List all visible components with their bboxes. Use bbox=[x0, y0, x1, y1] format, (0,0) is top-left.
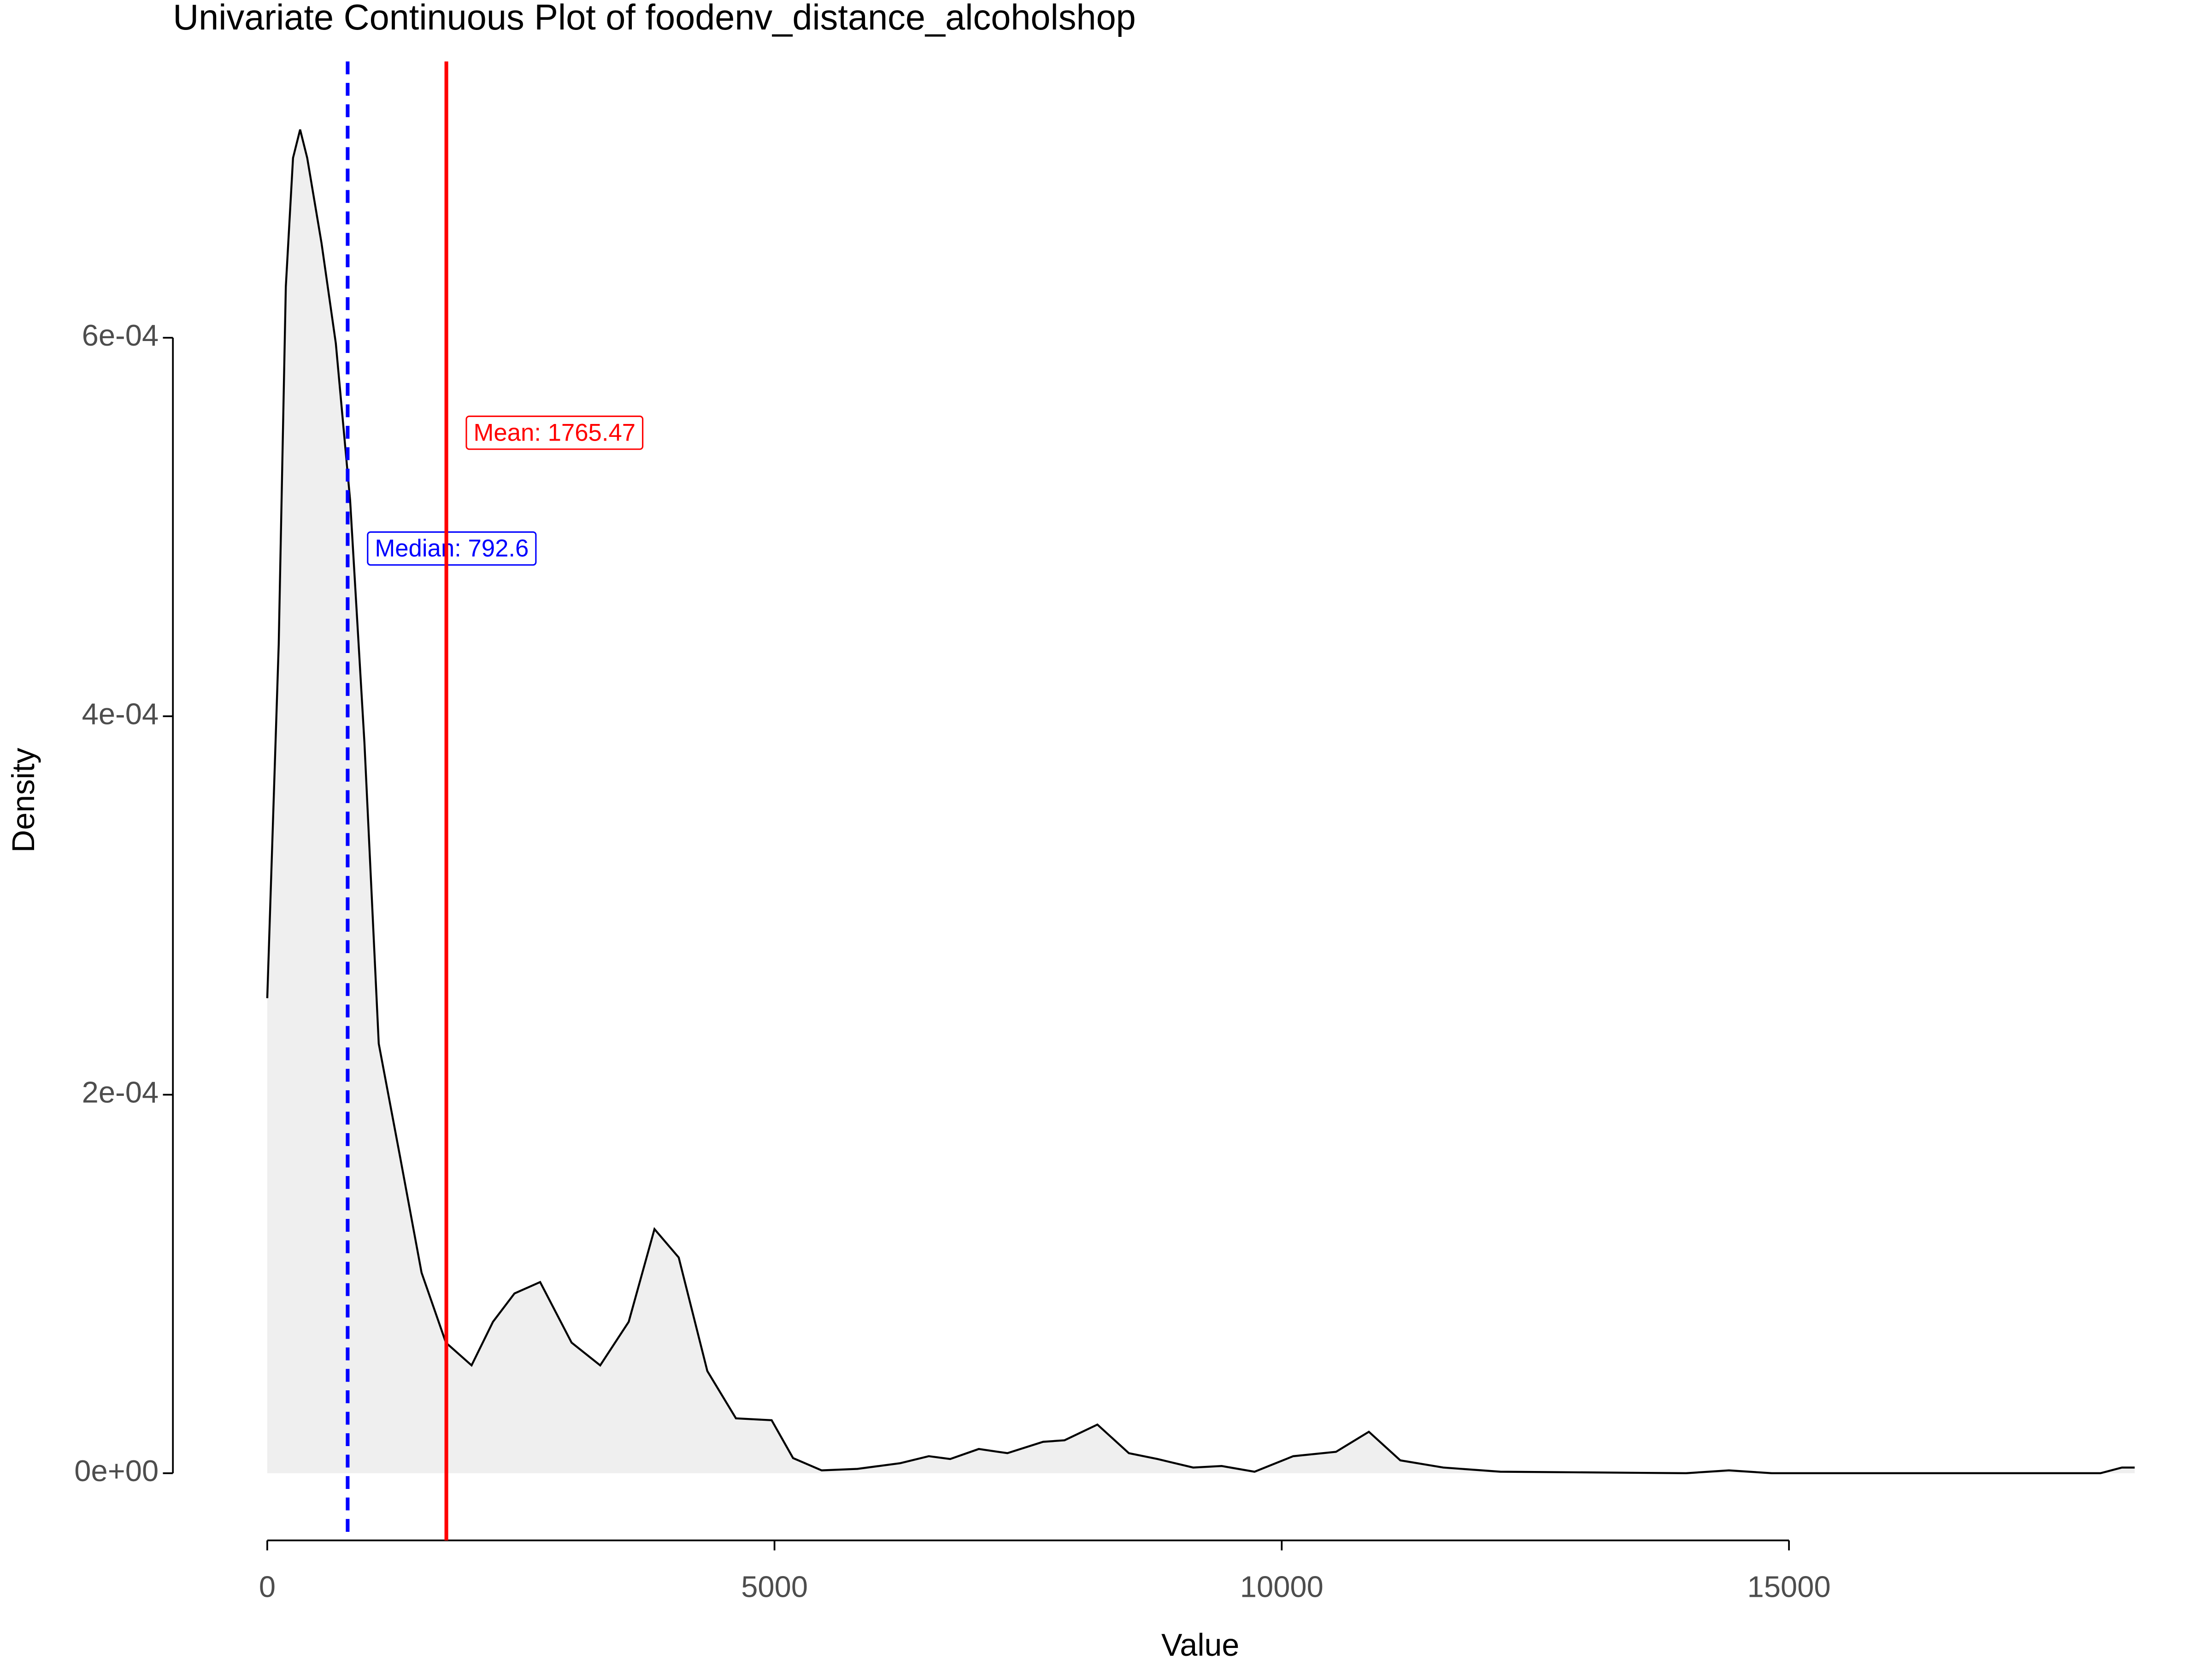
density-line bbox=[266, 129, 2135, 1475]
x-tick-label: 0 bbox=[259, 1570, 276, 1603]
y-tick-label: 2e-04 bbox=[82, 1076, 159, 1109]
y-tick-label: 0e+00 bbox=[74, 1454, 159, 1488]
x-axis-title: Value bbox=[1161, 1628, 1239, 1659]
x-tick-label: 10000 bbox=[1240, 1570, 1324, 1603]
reference-label-text: Median: 792.6 bbox=[375, 535, 529, 562]
y-axis-title: Density bbox=[6, 748, 41, 853]
label-box bbox=[465, 415, 644, 450]
x-tick-label: 5000 bbox=[741, 1570, 808, 1603]
y-tick-label: 6e-04 bbox=[82, 318, 159, 352]
label-box bbox=[367, 531, 537, 566]
reference-label-text: Mean: 1765.47 bbox=[473, 419, 635, 447]
reference-label: Mean: 1765.47 bbox=[465, 415, 644, 450]
reference-label: Median: 792.6 bbox=[367, 531, 537, 566]
density-area bbox=[267, 129, 2135, 1473]
y-tick-label: 4e-04 bbox=[82, 697, 159, 730]
x-tick-label: 15000 bbox=[1747, 1570, 1830, 1603]
chart-title: Univariate Continuous Plot of foodenv_di… bbox=[173, 0, 1136, 37]
